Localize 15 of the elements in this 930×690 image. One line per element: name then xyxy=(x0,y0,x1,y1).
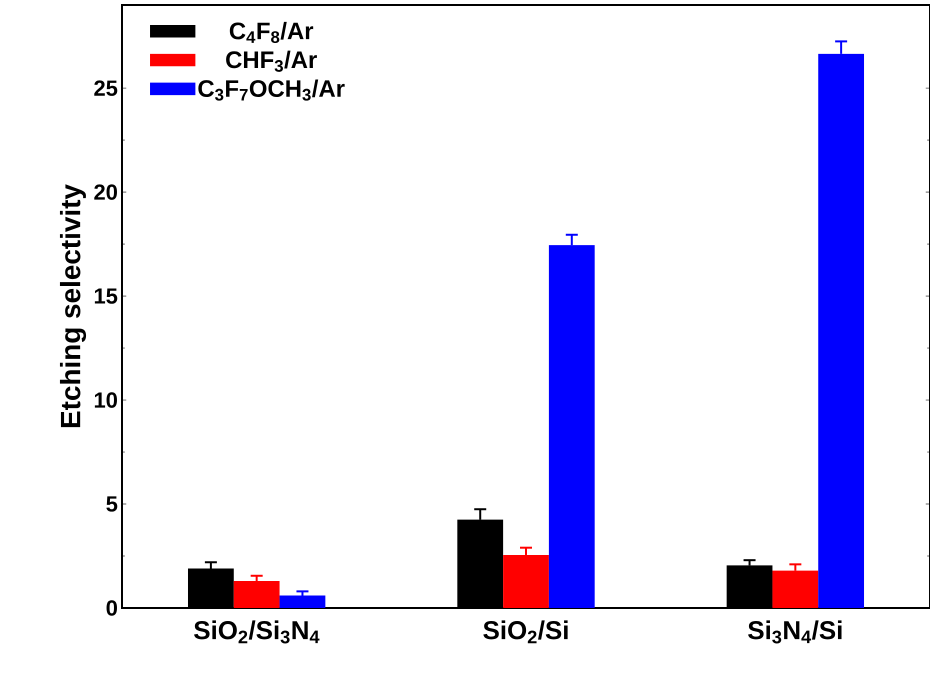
bar xyxy=(234,580,280,608)
y-tick-label: 15 xyxy=(94,288,118,304)
y-tick-label: 25 xyxy=(94,80,118,96)
x-tick-label: SiO$_{2}$/Si$_{3}$N$_{4}$ xyxy=(194,620,320,644)
y-tick-label: 10 xyxy=(94,392,117,408)
legend-label: C$_{3}$F$_{7}$OCH$_{3}$/Ar xyxy=(198,79,345,101)
y-tick-label: 5 xyxy=(106,496,118,512)
legend-label: C$_{4}$F$_{8}$/Ar xyxy=(230,22,314,44)
x-tick-label: SiO$_{2}$/Si xyxy=(483,620,568,644)
y-axis-title: Etching selectivity xyxy=(60,184,86,428)
legend-label: CHF$_{3}$/Ar xyxy=(226,50,317,72)
y-tick-label: 0 xyxy=(106,600,117,616)
y-tick-label: 20 xyxy=(94,184,117,200)
bar xyxy=(280,596,326,608)
x-tick-label: Si$_{3}$N$_{4}$/Si xyxy=(748,620,842,644)
